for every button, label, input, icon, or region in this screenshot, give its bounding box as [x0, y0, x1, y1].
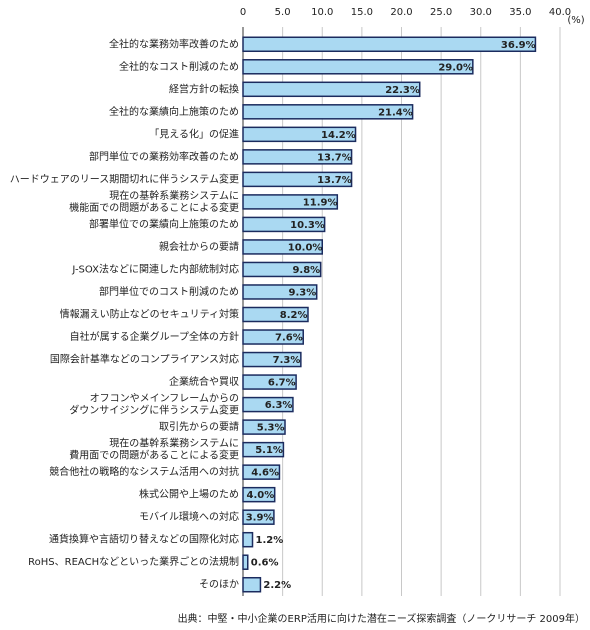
value-label: 7.6%	[275, 333, 303, 344]
y-tick-label: 情報漏えい防止などのセキュリティ対策	[60, 308, 239, 321]
bar	[242, 329, 304, 345]
value-label: 4.0%	[247, 490, 275, 501]
y-tick-label: 全社的な業務効率改善のため	[109, 37, 239, 50]
bar	[242, 126, 357, 143]
bar	[242, 59, 474, 75]
value-label: 22.3%	[385, 85, 420, 96]
y-tick-label: 部門単位でのコスト削減のため	[99, 285, 239, 298]
value-label: 1.2%	[256, 535, 284, 546]
y-tick-label: 全社的なコスト削減のため	[119, 60, 239, 73]
y-tick-label: 「見える化」の促進	[149, 127, 239, 140]
y-tick-label: ハードウェアのリース期間切れに伴うシステム変更	[10, 172, 239, 185]
source-note: 出典：中堅・中小企業のERP活用に向けた潜在ニーズ探索調査（ノークリサーチ 20…	[178, 612, 585, 625]
value-label: 2.2%	[263, 580, 291, 591]
x-tick-label: 35.0	[509, 7, 531, 18]
y-tick-label: 現在の基幹系業務システムに費用面での問題があることによる変更	[69, 437, 239, 462]
value-label: 9.3%	[289, 287, 317, 298]
bar	[242, 576, 262, 593]
y-tick-label: 通貨換算や言語切り替えなどの国際化対応	[49, 533, 239, 546]
bar	[242, 261, 322, 278]
y-tick-label: オフコンやメインフレームからのダウンサイジングに伴うシステム変更	[69, 393, 239, 417]
y-tick-label: モバイル環境への対応	[139, 510, 239, 523]
bar	[242, 239, 323, 255]
bar	[242, 486, 276, 503]
bar	[242, 104, 414, 120]
bar	[242, 464, 281, 480]
value-label: 13.7%	[317, 175, 352, 186]
bar	[242, 419, 286, 435]
value-label: 13.7%	[317, 152, 352, 163]
value-label: 6.7%	[268, 378, 296, 389]
bar	[242, 441, 285, 458]
x-tick-label: 5.0	[275, 7, 291, 18]
value-label: 7.3%	[273, 355, 301, 366]
bar	[242, 351, 302, 368]
value-label: 0.6%	[251, 558, 279, 569]
y-tick-label: 部門単位での業務効率改善のため	[89, 150, 239, 163]
bar	[242, 171, 353, 188]
value-label: 4.6%	[251, 468, 279, 479]
bar	[242, 36, 537, 53]
x-tick-label: 40.0	[549, 7, 571, 18]
value-label: 5.3%	[257, 423, 285, 434]
y-tick-label: RoHS、REACHなどといった業界ごとの法規制	[28, 555, 239, 568]
y-tick-label: J-SOX法などに関連した内部統制対応	[71, 262, 239, 275]
value-label: 9.8%	[292, 265, 320, 276]
bar	[242, 531, 254, 548]
value-label: 29.0%	[438, 62, 473, 73]
x-tick-label: 10.0	[311, 7, 333, 18]
value-label: 21.4%	[378, 107, 413, 118]
bar	[242, 81, 421, 98]
unit-label: (%)	[567, 15, 584, 26]
y-tick-label: 国際会計基準などのコンプライアンス対応	[50, 353, 239, 366]
x-tick-label: 0	[240, 7, 246, 18]
y-tick-label: 自社が属する企業グループ全体の方針	[70, 330, 239, 343]
value-label: 6.3%	[265, 400, 293, 411]
x-tick-label: 20.0	[390, 7, 412, 18]
y-tick-label: 株式公開や上場のため	[139, 488, 239, 501]
bar	[242, 554, 249, 570]
x-tick-label: 30.0	[470, 7, 492, 18]
value-label: 8.2%	[280, 310, 308, 321]
bar	[242, 306, 309, 323]
bar	[242, 396, 294, 413]
value-label: 10.3%	[290, 220, 325, 231]
y-tick-label: 親会社からの要請	[159, 240, 239, 253]
x-tick-label: 25.0	[430, 7, 452, 18]
y-tick-label: 取引先からの要請	[159, 420, 239, 433]
x-tick-label: 15.0	[351, 7, 373, 18]
value-label: 36.9%	[501, 40, 536, 51]
value-label: 10.0%	[288, 242, 323, 253]
y-tick-label: そのほか	[199, 579, 239, 591]
value-label: 5.1%	[255, 445, 283, 456]
y-tick-label: 現在の基幹系業務システムに機能面での問題があることによる変更	[69, 189, 239, 214]
bar	[242, 194, 339, 210]
bar	[242, 284, 318, 300]
bar	[242, 149, 353, 165]
y-tick-label: 経営方針の転換	[169, 82, 239, 95]
y-tick-label: 企業統合や買収	[169, 375, 239, 388]
bar	[242, 509, 275, 525]
bar	[242, 216, 326, 233]
bar	[242, 374, 297, 390]
y-tick-label: 全社的な業績向上施策のため	[109, 105, 239, 118]
value-label: 11.9%	[303, 197, 338, 208]
y-tick-label: 競合他社の戦略的なシステム活用への対抗	[49, 465, 239, 478]
value-label: 3.9%	[246, 513, 274, 524]
value-label: 14.2%	[321, 130, 356, 141]
y-tick-label: 部署単位での業績向上施策のため	[89, 217, 239, 230]
